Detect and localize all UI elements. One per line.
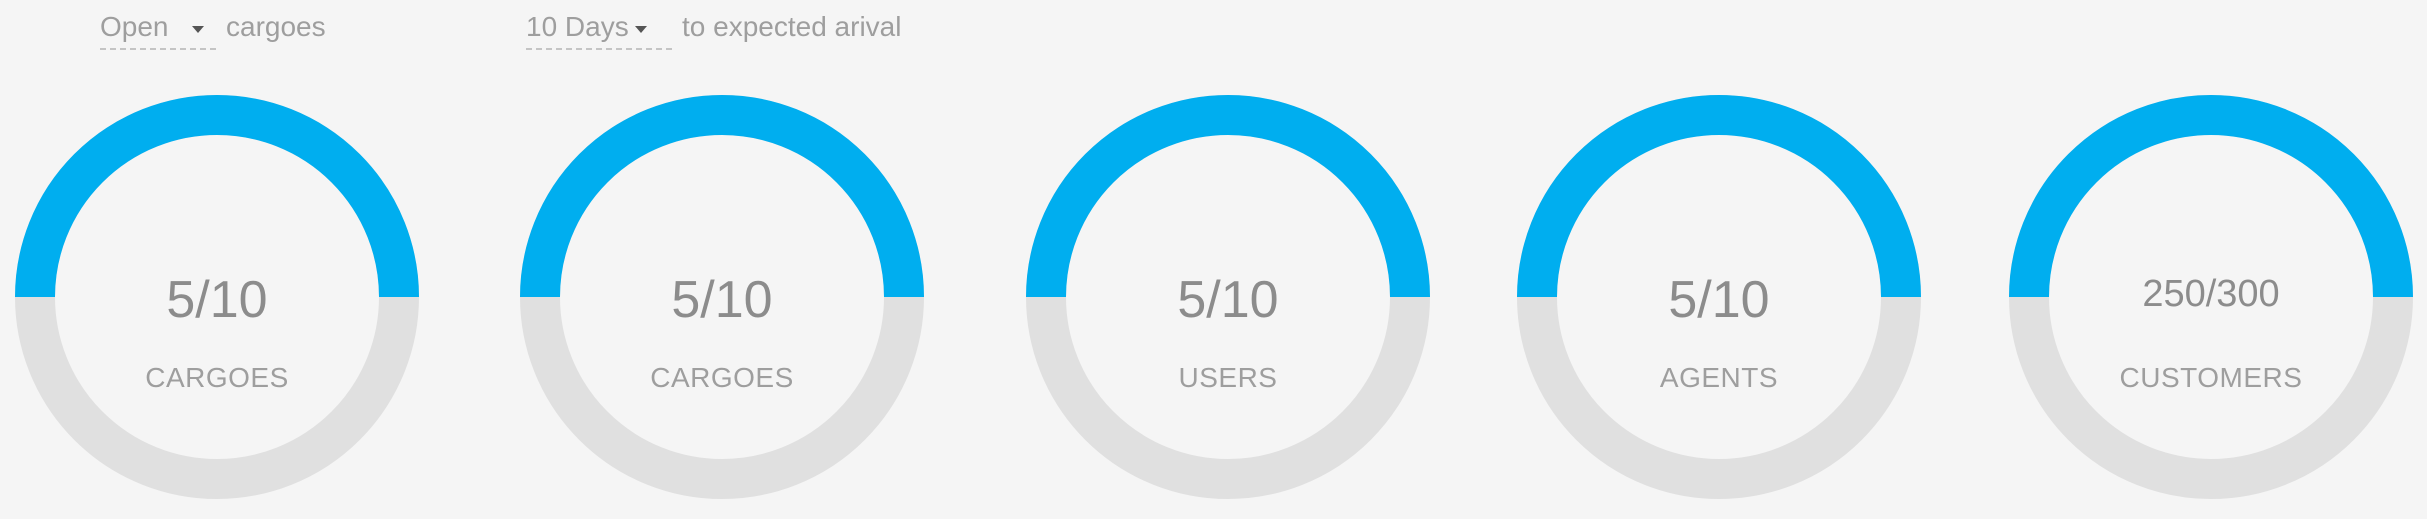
gauge-value: 250/300 <box>2142 273 2280 315</box>
status-dropdown[interactable]: Open <box>100 10 216 50</box>
gauge-value: 5/10 <box>1668 271 1770 329</box>
gauge-progress-arc <box>2009 95 2413 298</box>
arrival-dropdown[interactable]: 10 Days <box>526 10 672 50</box>
status-filter: Open cargoes <box>100 10 326 50</box>
gauge-progress-arc <box>1026 95 1430 298</box>
arrival-filter-suffix: to expected arival <box>682 11 902 42</box>
gauge-label: CARGOES <box>145 362 289 393</box>
gauge-ring <box>1026 95 1430 499</box>
gauge-progress-arc <box>520 95 924 298</box>
gauge-value: 5/10 <box>671 271 773 329</box>
gauge-cargoes-arrival: 5/10 CARGOES <box>519 94 925 500</box>
gauge-label: CARGOES <box>650 362 794 393</box>
gauge-progress-arc <box>15 95 419 298</box>
arrival-dropdown-value: 10 Days <box>526 11 629 42</box>
gauge-value: 5/10 <box>166 271 268 329</box>
gauge-ring <box>1517 95 1921 499</box>
gauge-ring <box>15 95 419 499</box>
caret-down-icon <box>634 25 647 33</box>
gauge-label: USERS <box>1178 362 1278 393</box>
gauge-cargoes-open: 5/10 CARGOES <box>14 94 420 500</box>
gauge-label: AGENTS <box>1659 362 1779 393</box>
status-filter-suffix: cargoes <box>226 11 326 42</box>
gauge-customers: 250/300 CUSTOMERS <box>2008 94 2414 500</box>
gauge-progress-arc <box>1517 95 1921 298</box>
gauge-ring <box>2009 95 2413 499</box>
gauge-agents: 5/10 AGENTS <box>1516 94 1922 500</box>
arrival-filter: 10 Days to expected arival <box>526 10 901 50</box>
gauge-value: 5/10 <box>1177 271 1279 329</box>
caret-down-icon <box>192 25 204 33</box>
gauge-label: CUSTOMERS <box>2119 362 2303 393</box>
filter-bar: Open cargoes 10 Days to expected arival <box>0 0 2427 60</box>
gauge-users: 5/10 USERS <box>1025 94 1431 500</box>
status-dropdown-value: Open <box>100 11 169 42</box>
gauge-ring <box>520 95 924 499</box>
